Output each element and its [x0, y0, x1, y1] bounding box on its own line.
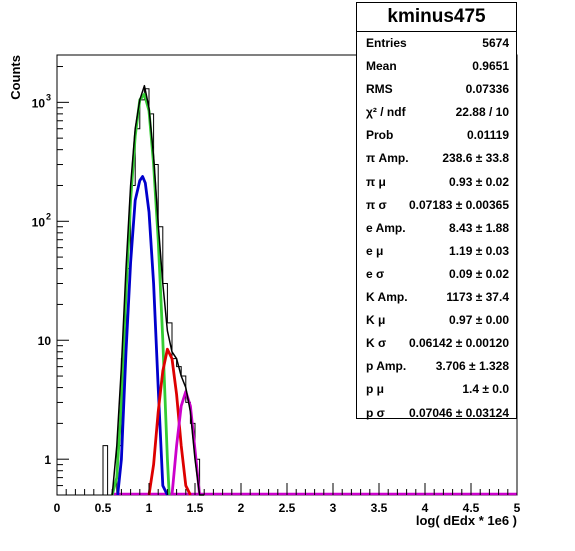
stats-label: π Amp.	[366, 151, 409, 166]
stats-label: χ² / ndf	[366, 105, 406, 120]
stats-label: e Amp.	[366, 220, 406, 235]
stats-value: 0.97 ± 0.00	[449, 313, 509, 328]
stats-row: e Amp. 8.43 ± 1.88	[357, 217, 516, 240]
stats-value: 0.01119	[466, 128, 509, 143]
stats-value: 0.07336	[465, 82, 509, 97]
stats-row: π σ 0.07183 ± 0.00365	[357, 194, 516, 217]
stats-label: p μ	[366, 382, 385, 397]
x-tick-label: 4	[422, 501, 429, 515]
stats-row: p Amp. 3.706 ± 1.328	[357, 355, 516, 378]
x-tick-label: 0	[54, 501, 61, 515]
stats-row: RMS 0.07336	[357, 78, 516, 101]
stats-label: K Amp.	[366, 290, 408, 305]
y-tick-label: 1	[44, 453, 51, 467]
x-axis-label: log( dEdx * 1e6 )	[416, 513, 517, 528]
stats-label: Prob	[366, 128, 394, 143]
stats-value: 0.07046 ± 0.03124	[408, 405, 509, 420]
stats-title: kminus475	[357, 3, 516, 32]
stats-rows: Entries 5674 Mean 0.9651 RMS 0.07336 χ² / ndf 2…	[357, 32, 516, 425]
stats-row: e μ 1.19 ± 0.03	[357, 240, 516, 263]
stats-row: p μ 1.4 ± 0.0	[357, 378, 516, 401]
stats-value: 0.06142 ± 0.00120	[408, 336, 509, 351]
stats-label: K σ	[366, 336, 387, 351]
stats-label: π μ	[366, 174, 386, 189]
y-tick-label: 10	[32, 96, 46, 110]
y-axis-label: Counts	[8, 55, 23, 100]
stats-value: 1.4 ± 0.0	[462, 382, 509, 397]
fit-curve-e	[147, 347, 192, 496]
stats-row: Prob 0.01119	[357, 124, 516, 147]
x-tick-label: 0.5	[95, 501, 112, 515]
x-tick-label: 4.5	[463, 501, 480, 515]
stats-row: Entries 5674	[357, 32, 516, 55]
stats-label: Entries	[366, 36, 407, 50]
stats-row: Mean 0.9651	[357, 55, 516, 78]
fit-curve-k	[110, 92, 171, 496]
stats-row: e σ 0.09 ± 0.02	[357, 263, 516, 286]
stats-row: K Amp. 1173 ± 37.4	[357, 286, 516, 309]
stats-label: p σ	[366, 405, 385, 420]
stats-value: 1.19 ± 0.03	[449, 243, 509, 258]
x-tick-label: 3	[330, 501, 337, 515]
stats-label: K μ	[366, 313, 386, 328]
stats-label: e μ	[366, 243, 384, 258]
y-tick-exponent: 3	[46, 92, 51, 102]
stats-row: π μ 0.93 ± 0.02	[357, 171, 516, 194]
x-tick-label: 2	[238, 501, 245, 515]
stats-label: RMS	[366, 82, 393, 97]
stats-value: 1173 ± 37.4	[446, 290, 509, 305]
curves-layer	[102, 84, 517, 496]
stats-row: χ² / ndf 22.88 / 10	[357, 101, 516, 124]
stats-row: p σ 0.07046 ± 0.03124	[357, 402, 516, 425]
y-tick-label: 10	[38, 334, 52, 348]
y-tick-label: 10	[32, 215, 46, 229]
stats-row: π Amp. 238.6 ± 33.8	[357, 147, 516, 170]
stats-value: 0.09 ± 0.02	[449, 266, 509, 281]
stats-label: p Amp.	[366, 359, 407, 374]
x-tick-label: 2.5	[279, 501, 296, 515]
stats-value: 238.6 ± 33.8	[442, 151, 509, 166]
x-tick-label: 1.5	[187, 501, 204, 515]
x-tick-label: 5	[514, 501, 521, 515]
stats-value: 0.07183 ± 0.00365	[408, 197, 509, 212]
x-tick-label: 1	[146, 501, 153, 515]
stats-value: 8.43 ± 1.88	[449, 220, 509, 235]
stats-box: kminus475 Entries 5674 Mean 0.9651 RMS 0.0733…	[356, 2, 517, 420]
fit-curve-pi	[116, 175, 169, 496]
stats-row: K σ 0.06142 ± 0.00120	[357, 332, 516, 355]
stats-value: 22.88 / 10	[455, 105, 509, 120]
stats-value: 3.706 ± 1.328	[435, 359, 509, 374]
x-tick-label: 3.5	[371, 501, 388, 515]
stats-label: Mean	[366, 59, 397, 74]
stats-value: 0.9651	[472, 59, 509, 74]
stats-label: π σ	[366, 197, 387, 212]
stats-value: 0.93 ± 0.02	[449, 174, 509, 189]
stats-row: K μ 0.97 ± 0.00	[357, 309, 516, 332]
stats-value: 5674	[482, 36, 509, 50]
y-tick-exponent: 2	[46, 211, 51, 221]
fit-curve-total	[111, 84, 205, 496]
stats-label: e σ	[366, 266, 385, 281]
